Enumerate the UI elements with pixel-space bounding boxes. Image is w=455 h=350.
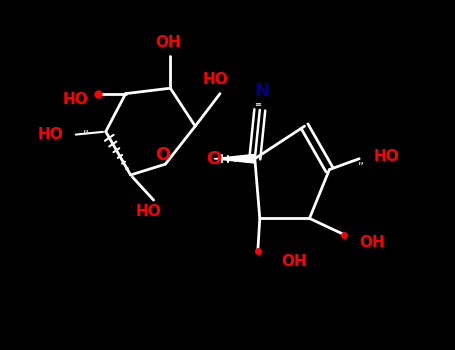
Text: N: N [254, 83, 269, 100]
Polygon shape [214, 154, 255, 163]
Text: OH: OH [156, 35, 181, 50]
Text: HO: HO [63, 92, 89, 106]
Text: ,,: ,, [82, 125, 89, 134]
Text: O: O [207, 150, 222, 168]
Text: HO: HO [136, 204, 162, 219]
Text: HO: HO [374, 149, 400, 164]
Text: HO: HO [37, 127, 63, 142]
Text: OH: OH [282, 254, 308, 269]
Text: ,,: ,, [358, 156, 364, 166]
Text: ≡: ≡ [254, 100, 261, 109]
Text: O: O [155, 146, 170, 164]
Text: ,,,,: ,,,, [232, 150, 244, 160]
Text: OH: OH [359, 235, 385, 250]
Text: HO: HO [202, 72, 228, 87]
